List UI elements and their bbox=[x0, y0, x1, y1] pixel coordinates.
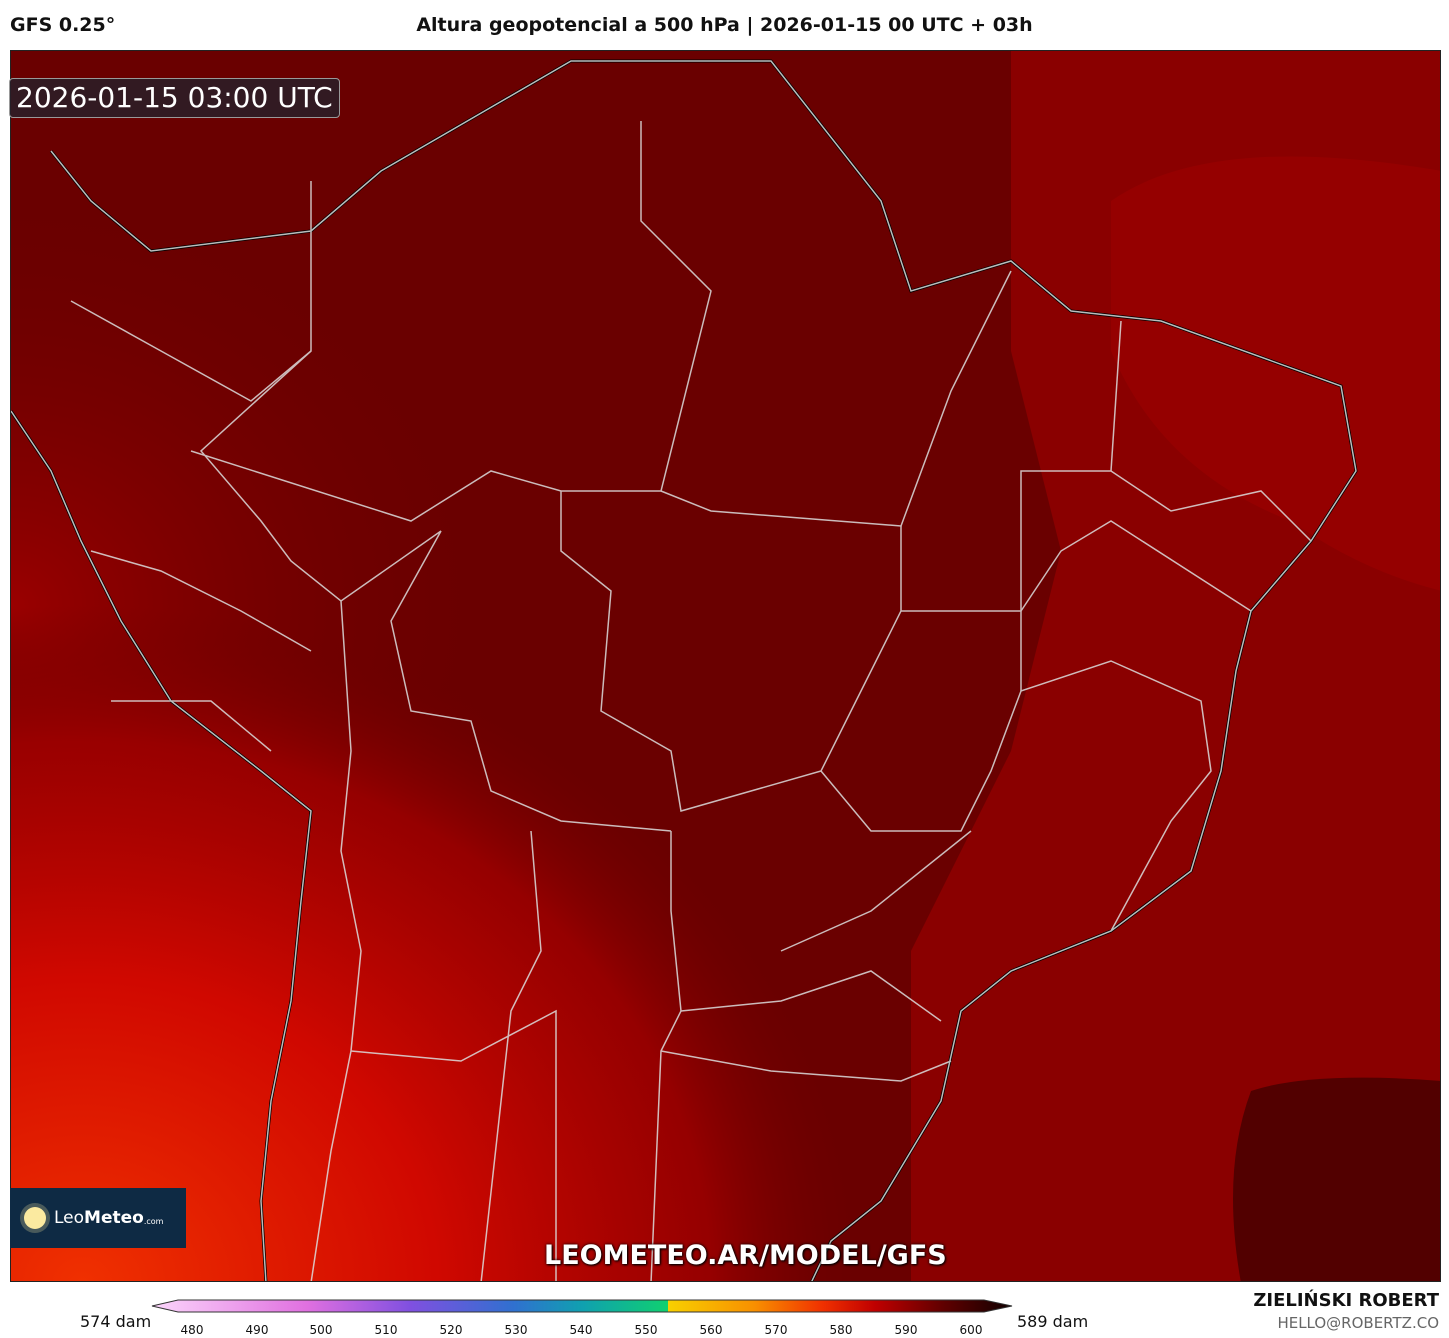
colorbar-min-label: 574 dam bbox=[80, 1312, 152, 1331]
colorbar-tick: 490 bbox=[245, 1323, 269, 1337]
colorbar-tick: 580 bbox=[829, 1323, 853, 1337]
model-label: GFS 0.25° bbox=[10, 14, 116, 36]
colorbar-tick: 520 bbox=[439, 1323, 463, 1337]
leometeo-logo[interactable]: Leo Meteo .com bbox=[10, 1188, 186, 1248]
colorbar-tick: 550 bbox=[634, 1323, 658, 1337]
author-credit: ZIELIŃSKI ROBERT bbox=[1253, 1290, 1439, 1311]
logo-text-meteo: Meteo bbox=[84, 1208, 144, 1228]
map-canvas bbox=[11, 51, 1440, 1281]
watermark-url: LEOMETEO.AR/MODEL/GFS bbox=[544, 1240, 947, 1271]
colorbar-tick: 500 bbox=[309, 1323, 333, 1337]
colorbar bbox=[151, 1299, 1013, 1313]
map-panel bbox=[10, 50, 1441, 1282]
colorbar-tick: 590 bbox=[894, 1323, 918, 1337]
colorbar-tick: 510 bbox=[374, 1323, 398, 1337]
field-southwest bbox=[11, 51, 1440, 1281]
logo-text-com: .com bbox=[143, 1216, 164, 1226]
colorbar-tick: 560 bbox=[699, 1323, 723, 1337]
country-borders bbox=[11, 60, 1357, 1281]
author-email[interactable]: HELLO@ROBERTZ.CO bbox=[1277, 1314, 1439, 1332]
colorbar-tick: 530 bbox=[504, 1323, 528, 1337]
logo-text-leo: Leo bbox=[54, 1208, 85, 1228]
sun-icon bbox=[24, 1207, 46, 1229]
colorbar-max-label: 589 dam bbox=[1017, 1312, 1089, 1331]
colorbar-bar bbox=[151, 1299, 1013, 1313]
colorbar-tick: 480 bbox=[180, 1323, 204, 1337]
valid-time-label: 2026-01-15 03:00 UTC bbox=[9, 78, 340, 118]
chart-title: Altura geopotencial a 500 hPa | 2026-01-… bbox=[416, 14, 1033, 36]
colorbar-tick: 540 bbox=[569, 1323, 593, 1337]
colorbar-tick: 600 bbox=[959, 1323, 983, 1337]
colorbar-tick: 570 bbox=[764, 1323, 788, 1337]
